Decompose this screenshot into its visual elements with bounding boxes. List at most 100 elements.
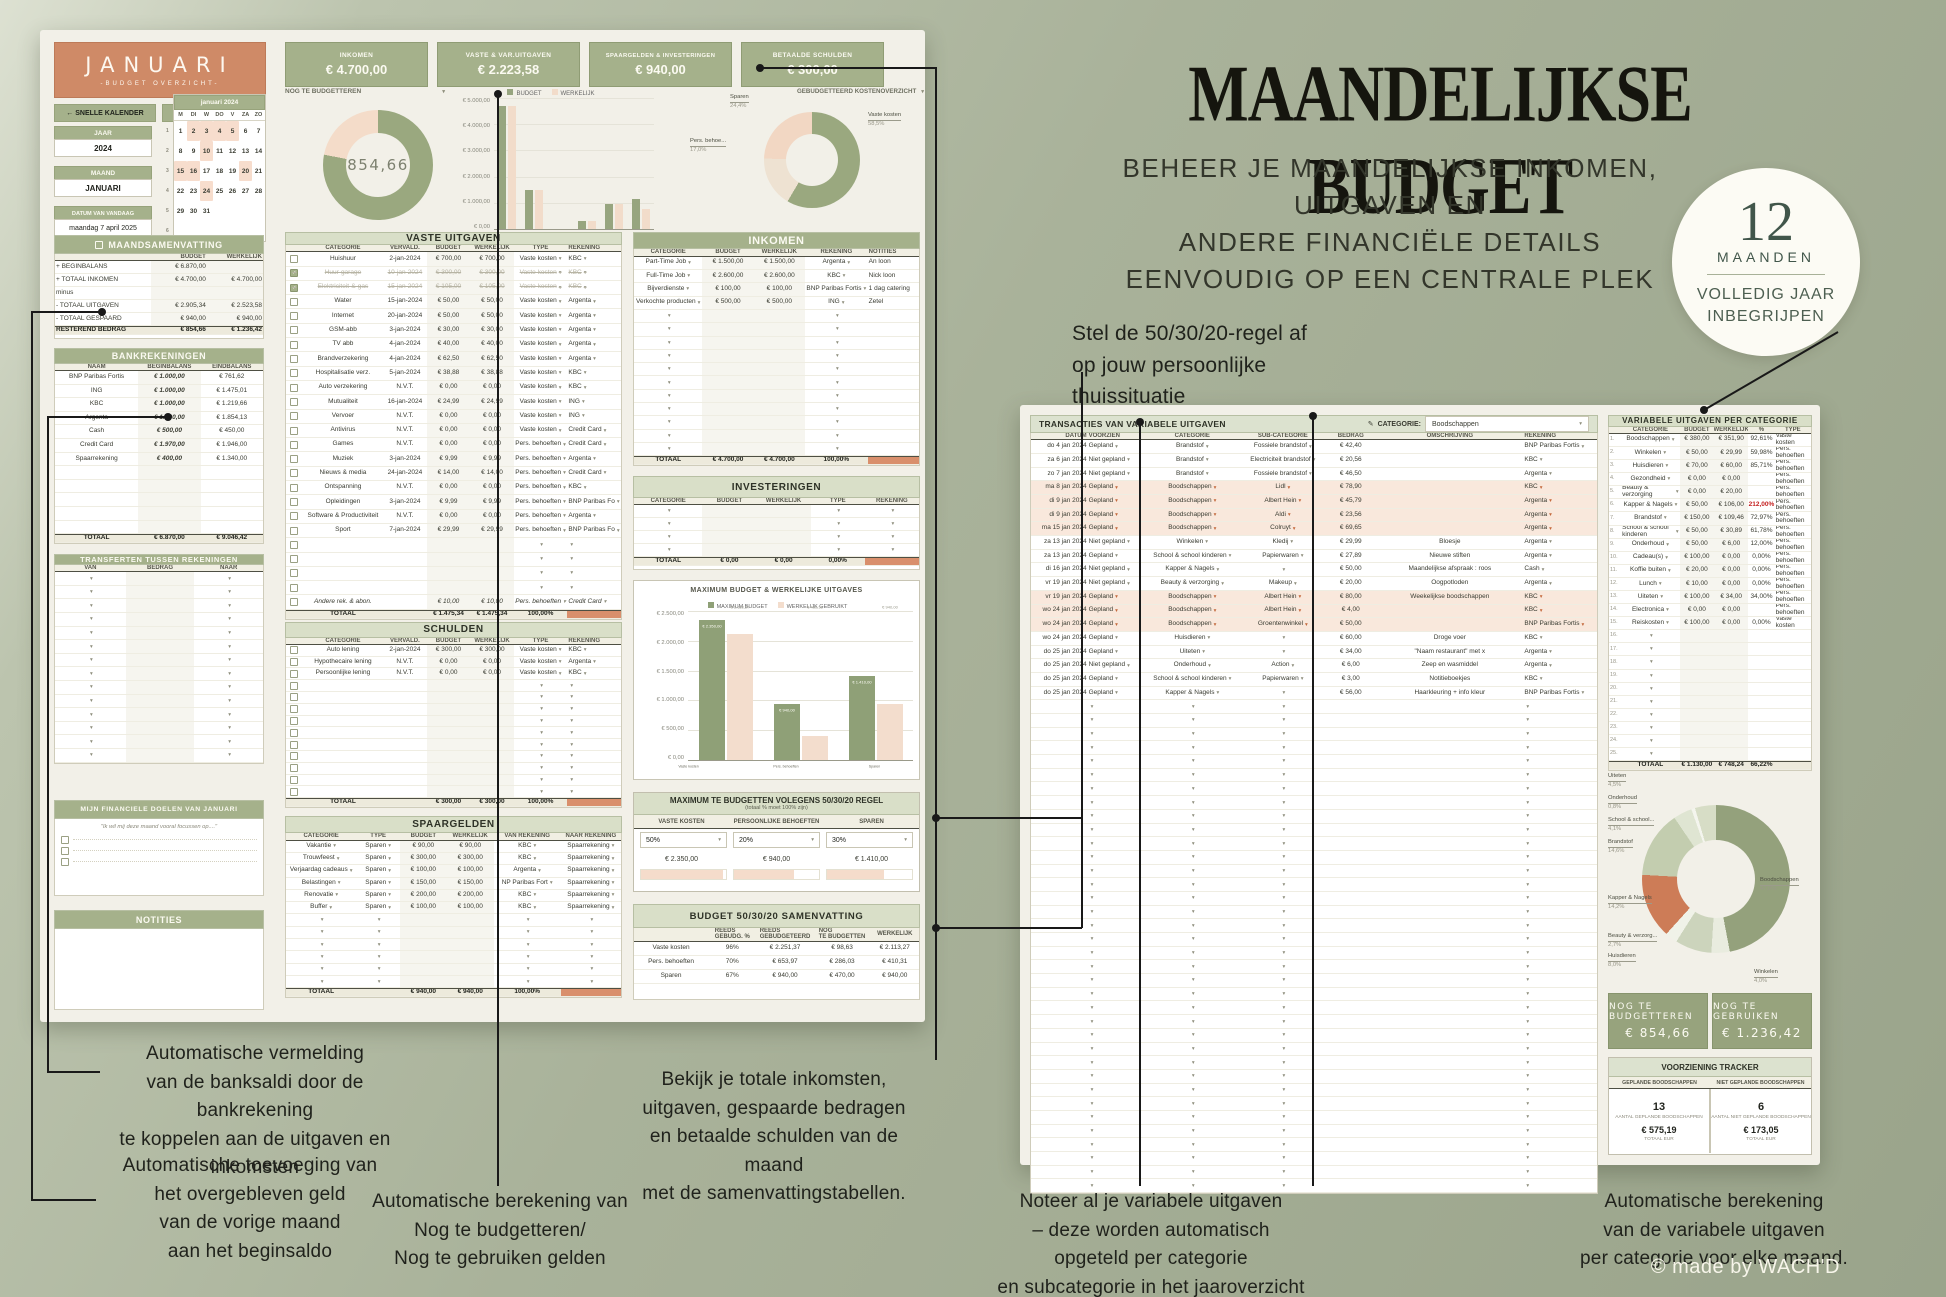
table-cell[interactable]: ▾: [514, 775, 568, 786]
table-cell[interactable]: Spaarrekening ▾: [561, 890, 621, 901]
dropdown-arrow[interactable]: ▾: [1207, 635, 1211, 642]
dropdown-arrow[interactable]: ▾: [593, 313, 596, 320]
table-cell[interactable]: ▾: [1523, 988, 1597, 1001]
table-cell[interactable]: Vaste kosten ▾: [514, 281, 568, 294]
row-checkbox[interactable]: [290, 764, 299, 773]
table-cell[interactable]: [286, 668, 303, 679]
table-cell[interactable]: Niet gepland ▾: [1088, 659, 1145, 672]
table-cell[interactable]: ▾: [194, 695, 263, 708]
dropdown-arrow[interactable]: ▾: [1287, 484, 1291, 491]
table-cell[interactable]: ▾: [634, 337, 702, 349]
goal-row[interactable]: [61, 856, 257, 867]
table-cell[interactable]: KBC ▾: [567, 267, 621, 280]
table-cell[interactable]: ▾: [1621, 643, 1680, 655]
table-cell[interactable]: [286, 786, 303, 797]
dropdown-arrow[interactable]: ▾: [563, 470, 566, 477]
dropdown-arrow[interactable]: ▾: [89, 725, 93, 732]
table-cell[interactable]: Gepland ▾: [1088, 687, 1145, 700]
dropdown-arrow[interactable]: ▾: [1191, 936, 1195, 943]
table-cell[interactable]: Argenta ▾: [1523, 536, 1597, 549]
dropdown-arrow[interactable]: ▾: [1090, 758, 1094, 765]
row-checkbox[interactable]: [290, 369, 299, 378]
table-cell[interactable]: ▾: [1240, 1111, 1325, 1124]
dropdown-arrow[interactable]: ▾: [89, 575, 93, 582]
row-checkbox[interactable]: [290, 728, 299, 737]
dropdown-arrow[interactable]: ▾: [533, 855, 537, 862]
table-cell[interactable]: Boodschappen ▾: [1144, 618, 1240, 631]
dropdown-arrow[interactable]: ▾: [228, 602, 232, 609]
dropdown-arrow[interactable]: ▾: [1282, 977, 1286, 984]
table-cell[interactable]: ▾: [494, 964, 561, 975]
dropdown-arrow[interactable]: ▾: [89, 643, 93, 650]
dropdown-arrow[interactable]: ▾: [1526, 909, 1530, 916]
table-cell[interactable]: Vaste kosten ▾: [514, 295, 568, 308]
dropdown-arrow[interactable]: ▾: [1526, 895, 1530, 902]
table-cell[interactable]: Niet gepland ▾: [1088, 454, 1145, 467]
dropdown-arrow[interactable]: ▾: [228, 575, 232, 582]
table-cell[interactable]: ▾: [567, 538, 621, 551]
table-cell[interactable]: Aldi ▾: [1240, 509, 1325, 522]
dropdown-arrow[interactable]: ▾: [593, 356, 596, 363]
table-cell[interactable]: Gepland ▾: [1088, 618, 1145, 631]
table-cell[interactable]: BNP Paribas Fortis ▾: [805, 283, 868, 295]
dropdown-arrow[interactable]: ▾: [1526, 813, 1530, 820]
table-cell[interactable]: Boodschappen ▾: [1144, 522, 1240, 535]
dropdown-arrow[interactable]: ▾: [570, 584, 574, 591]
table-cell[interactable]: ▾: [561, 951, 621, 962]
table-cell[interactable]: [286, 510, 303, 523]
table-cell[interactable]: Renovatie ▾: [286, 890, 356, 901]
row-checkbox[interactable]: [290, 497, 299, 506]
dropdown-arrow[interactable]: ▾: [1526, 744, 1530, 751]
dropdown-arrow[interactable]: ▾: [1526, 758, 1530, 765]
table-cell[interactable]: ▾: [1240, 960, 1325, 973]
table-cell[interactable]: Gepland ▾: [1088, 481, 1145, 494]
table-cell[interactable]: ▾: [805, 323, 868, 335]
dropdown-arrow[interactable]: ▾: [1202, 648, 1205, 655]
table-cell[interactable]: Sparen ▾: [356, 853, 400, 864]
dropdown-arrow[interactable]: ▾: [611, 855, 615, 862]
table-cell[interactable]: ▾: [1523, 741, 1597, 754]
table-cell[interactable]: ▾: [514, 727, 568, 738]
dropdown-arrow[interactable]: ▾: [1090, 1004, 1094, 1011]
dropdown-arrow[interactable]: ▾: [590, 978, 594, 985]
table-cell[interactable]: Vaste kosten ▾: [514, 645, 568, 656]
table-cell[interactable]: [286, 410, 303, 423]
dropdown-arrow[interactable]: ▾: [1090, 950, 1094, 957]
table-cell[interactable]: ▾: [1088, 769, 1145, 782]
table-cell[interactable]: Lidl ▾: [1240, 481, 1325, 494]
dropdown-arrow[interactable]: ▾: [687, 273, 691, 280]
notes-area[interactable]: [54, 929, 264, 1010]
table-cell[interactable]: ▾: [55, 640, 126, 653]
table-cell[interactable]: Verjaardag cadeaus ▾: [286, 865, 356, 876]
dropdown-arrow[interactable]: ▾: [1115, 635, 1118, 642]
table-cell[interactable]: Vaste kosten ▾: [514, 324, 568, 337]
table-cell[interactable]: Niet gepland ▾: [1088, 468, 1145, 481]
table-cell[interactable]: Full-Time Job ▾: [634, 270, 702, 282]
table-cell[interactable]: ▾: [286, 951, 356, 962]
dropdown-arrow[interactable]: ▾: [1191, 867, 1195, 874]
calendar-day[interactable]: 19: [228, 167, 237, 175]
table-cell[interactable]: ▾: [561, 939, 621, 950]
dropdown-arrow[interactable]: ▾: [1650, 633, 1653, 640]
dropdown-arrow[interactable]: ▾: [1115, 594, 1118, 601]
table-cell[interactable]: ▾: [634, 403, 702, 415]
table-cell[interactable]: ▾: [1240, 700, 1325, 713]
dropdown-arrow[interactable]: ▾: [688, 259, 691, 266]
table-cell[interactable]: ▾: [356, 939, 400, 950]
dropdown-arrow[interactable]: ▾: [1090, 991, 1094, 998]
table-cell[interactable]: ▾: [1240, 632, 1325, 645]
dropdown-arrow[interactable]: ▾: [1090, 1182, 1094, 1189]
dropdown-arrow[interactable]: ▾: [581, 398, 585, 405]
table-cell[interactable]: ▾: [514, 716, 568, 727]
table-cell[interactable]: ▾: [567, 692, 621, 703]
dropdown-arrow[interactable]: ▾: [1282, 1114, 1286, 1121]
dropdown-arrow[interactable]: ▾: [1115, 525, 1118, 532]
table-cell[interactable]: ▾: [1523, 1125, 1597, 1138]
dropdown-arrow[interactable]: ▾: [1305, 621, 1308, 628]
dropdown-arrow[interactable]: ▾: [89, 697, 93, 704]
dropdown-arrow[interactable]: ▾: [1090, 977, 1094, 984]
dropdown-arrow[interactable]: ▾: [1216, 690, 1220, 697]
table-cell[interactable]: Boodschappen ▾: [1144, 509, 1240, 522]
dropdown-arrow[interactable]: ▾: [526, 929, 530, 936]
table-cell[interactable]: ▾: [634, 376, 702, 388]
